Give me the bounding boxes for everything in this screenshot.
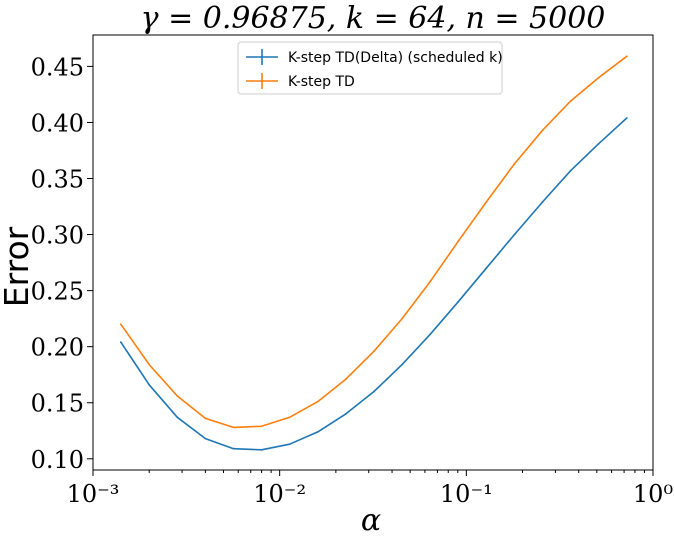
legend-frame: [237, 41, 503, 95]
y-tick-label: 0.15: [31, 390, 84, 418]
axes-frame: [92, 34, 654, 471]
y-tick-label: 0.45: [31, 53, 84, 81]
x-tick-label: 10⁰: [633, 480, 673, 508]
data-point: [429, 280, 432, 283]
data-point: [119, 323, 122, 326]
data-point: [373, 390, 375, 393]
data-point: [148, 363, 151, 366]
data-point: [119, 341, 122, 344]
y-tick-label: 0.35: [31, 166, 84, 194]
data-point: [316, 400, 319, 403]
data-point: [401, 363, 404, 366]
data-point: [513, 163, 516, 165]
data-point: [457, 300, 460, 303]
chart-title: γ = 0.96875, k = 64, n = 5000: [141, 1, 606, 36]
y-tick-label: 0.25: [31, 278, 84, 306]
data-point: [288, 443, 291, 446]
x-tick-label: 10⁻¹: [440, 480, 493, 508]
data-point: [288, 416, 291, 419]
data-point: [204, 417, 207, 420]
series-line: [120, 117, 628, 451]
legend-label: K-step TD(Delta) (scheduled k): [288, 50, 503, 66]
data-point: [204, 437, 207, 440]
x-tick-label: 10⁻²: [253, 480, 306, 508]
data-point: [457, 240, 460, 243]
y-tick-label: 0.20: [31, 334, 84, 362]
data-point: [344, 378, 347, 381]
data-point: [176, 395, 179, 397]
data-point: [625, 117, 628, 119]
data-point: [373, 350, 375, 353]
plot-area: 0.10 0.15 0.20 0.25 0.30 0.35 0.40 0.45 10⁻³ 10⁻²…: [31, 34, 673, 508]
data-point: [597, 76, 600, 79]
y-tick-label: 0.10: [31, 446, 84, 474]
y-tick-label: 0.30: [31, 222, 84, 250]
data-point: [316, 430, 319, 433]
data-point: [344, 413, 347, 415]
data-point: [569, 169, 572, 172]
data-point: [597, 142, 600, 145]
data-point: [625, 55, 628, 58]
data-point: [485, 201, 488, 203]
data-point: [513, 233, 516, 236]
data-point: [485, 267, 488, 270]
legend-label: K-step TD: [288, 74, 355, 90]
data-point: [569, 100, 572, 103]
data-point: [260, 448, 263, 451]
data-point: [232, 447, 235, 450]
y-axis-label: Error: [0, 226, 36, 307]
data-point: [429, 333, 432, 336]
x-tick-label: 10⁻³: [67, 480, 120, 508]
legend: K-step TD(Delta) (scheduled k) K-step TD: [237, 41, 503, 95]
y-tick-label: 0.40: [31, 109, 84, 137]
data-point: [148, 383, 151, 386]
data-point: [260, 425, 263, 428]
data-point: [232, 426, 235, 429]
data-point: [176, 416, 179, 419]
data-point: [541, 201, 544, 203]
x-axis-label: α: [361, 503, 381, 538]
data-point: [541, 129, 544, 132]
series-line: [120, 55, 628, 429]
data-point: [401, 317, 404, 320]
